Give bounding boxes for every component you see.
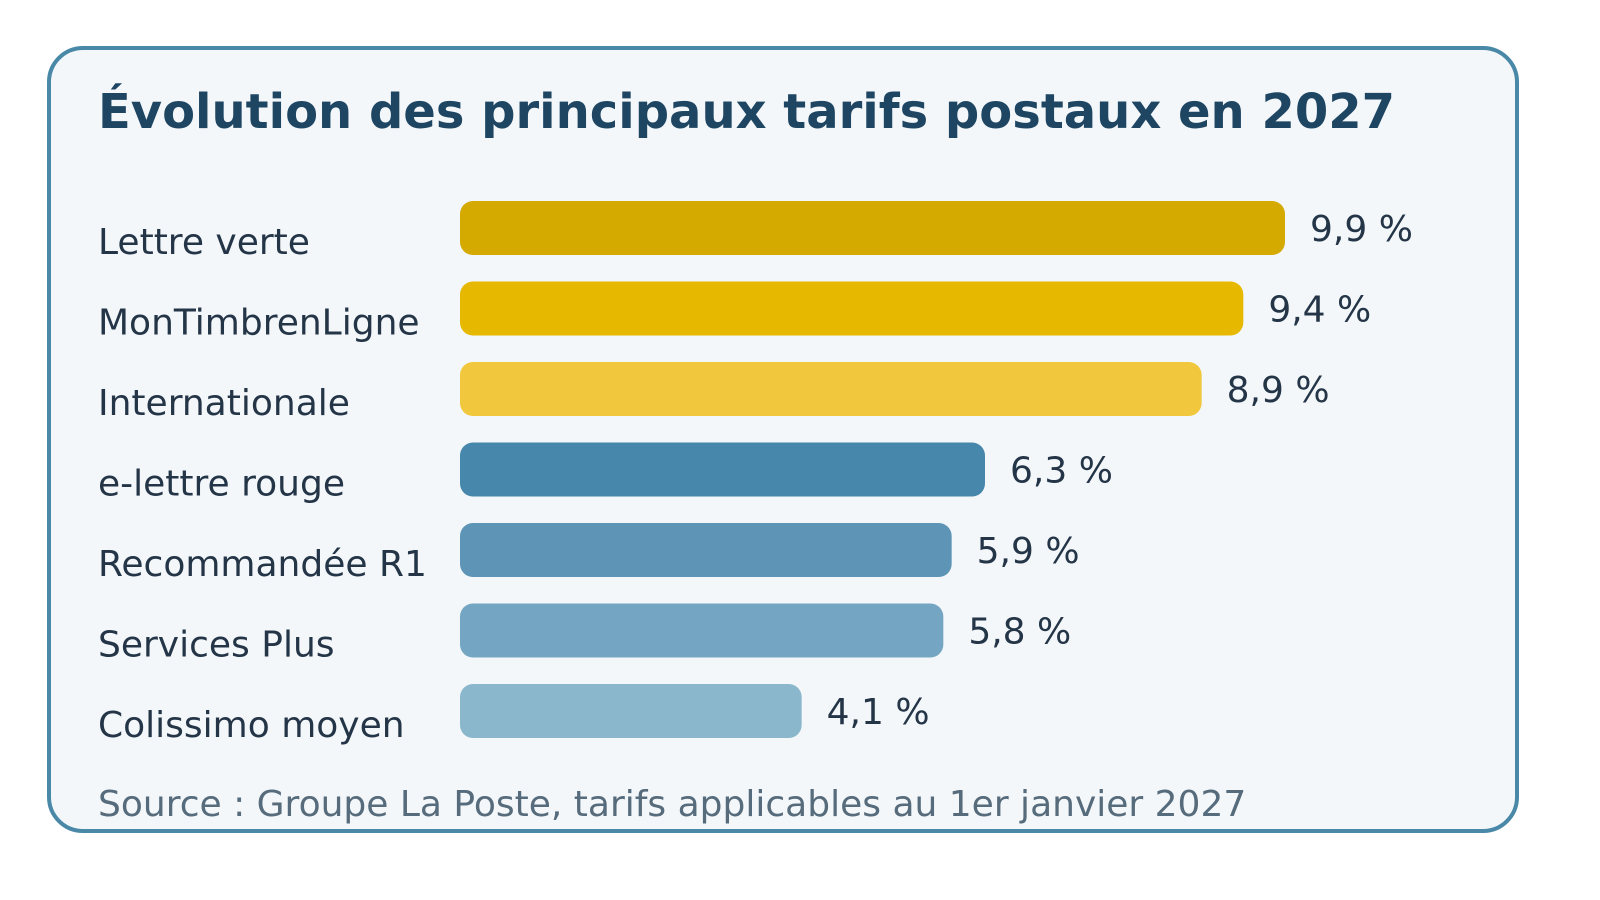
chart-title: Évolution des principaux tarifs postaux … [98,84,1396,140]
value-label: 9,9 % [1310,209,1413,250]
category-label: Services Plus [98,625,335,666]
category-label: Lettre verte [98,222,310,263]
value-label: 9,4 % [1268,290,1371,331]
value-label: 5,8 % [968,612,1071,653]
source-note: Source : Groupe La Poste, tarifs applica… [98,784,1247,825]
bar [460,523,952,577]
category-label: Colissimo moyen [98,705,405,746]
bar [460,603,944,658]
bar [460,362,1202,416]
value-label: 4,1 % [827,692,930,733]
value-label: 5,9 % [977,531,1080,572]
bar [460,684,802,738]
category-label: Recommandée R1 [98,544,427,585]
category-label: Internationale [98,383,350,424]
value-label: 8,9 % [1227,370,1330,411]
bar [460,281,1244,336]
category-label: MonTimbrenLigne [98,303,420,344]
bar [460,442,985,497]
category-label: e-lettre rouge [98,464,345,505]
value-label: 6,3 % [1010,451,1113,492]
bar [460,201,1285,255]
